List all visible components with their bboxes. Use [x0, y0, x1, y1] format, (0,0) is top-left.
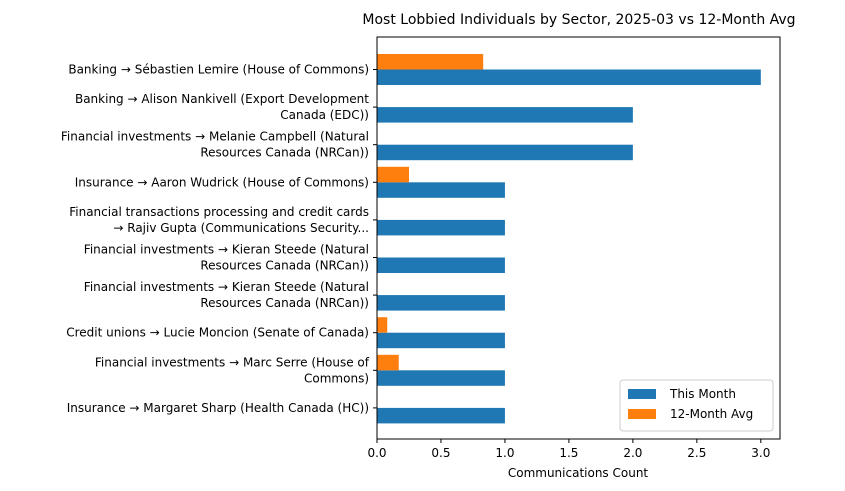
- legend: This Month 12-Month Avg: [619, 379, 774, 432]
- plot-frame: [376, 36, 781, 440]
- legend-box: [619, 379, 774, 432]
- x-tick-label: 1.5: [559, 446, 578, 460]
- bar-this-month: [377, 370, 505, 386]
- legend-swatch: [628, 389, 656, 399]
- bar-12-month-avg: [377, 317, 388, 333]
- chart-title: Most Lobbied Individuals by Sector, 2025…: [362, 12, 795, 28]
- x-tick-label: 2.0: [623, 446, 642, 460]
- y-tick-label: Financial investments → Kieran Steede (N…: [84, 280, 369, 310]
- x-axis-label: Communications Count: [508, 466, 649, 480]
- bar-this-month: [377, 257, 505, 273]
- x-tick-label: 3.0: [751, 446, 770, 460]
- y-axis: Banking → Sébastien Lemire (House of Com…: [61, 63, 377, 415]
- x-tick-label: 0.5: [431, 446, 450, 460]
- y-tick-label: Insurance → Aaron Wudrick (House of Comm…: [75, 175, 369, 189]
- legend-label: 12-Month Avg: [670, 407, 753, 421]
- bar-12-month-avg: [377, 54, 484, 70]
- x-tick-label: 1.0: [495, 446, 514, 460]
- bars-group: [377, 54, 761, 424]
- bar-this-month: [377, 332, 505, 349]
- bar-this-month: [377, 144, 633, 161]
- y-tick-label: Banking → Alison Nankivell (Export Devel…: [75, 92, 369, 122]
- bar-12-month-avg: [377, 354, 399, 371]
- bar-this-month: [377, 182, 505, 198]
- x-axis: 0.0 0.5 1.0 1.5 2.0 2.5 3.0: [367, 439, 770, 460]
- x-tick-label: 2.5: [687, 446, 706, 460]
- bar-this-month: [377, 295, 505, 311]
- x-tick-label: 0.0: [367, 446, 386, 460]
- y-tick-label: Financial investments → Kieran Steede (N…: [84, 243, 369, 273]
- bar-this-month: [377, 107, 633, 123]
- y-tick-label: Insurance → Margaret Sharp (Health Canad…: [67, 401, 369, 415]
- y-tick-label: Banking → Sébastien Lemire (House of Com…: [68, 63, 369, 77]
- bar-this-month: [377, 219, 505, 236]
- legend-swatch: [628, 409, 656, 419]
- bar-this-month: [377, 69, 761, 85]
- y-tick-label: Financial transactions processing and cr…: [69, 205, 369, 235]
- bar-this-month: [377, 407, 505, 424]
- legend-label: This Month: [669, 387, 736, 401]
- y-tick-label: Credit unions → Lucie Moncion (Senate of…: [66, 326, 369, 340]
- y-tick-label: Financial investments → Marc Serre (Hous…: [95, 355, 370, 385]
- bar-12-month-avg: [377, 166, 409, 183]
- y-tick-label: Financial investments → Melanie Campbell…: [61, 130, 369, 160]
